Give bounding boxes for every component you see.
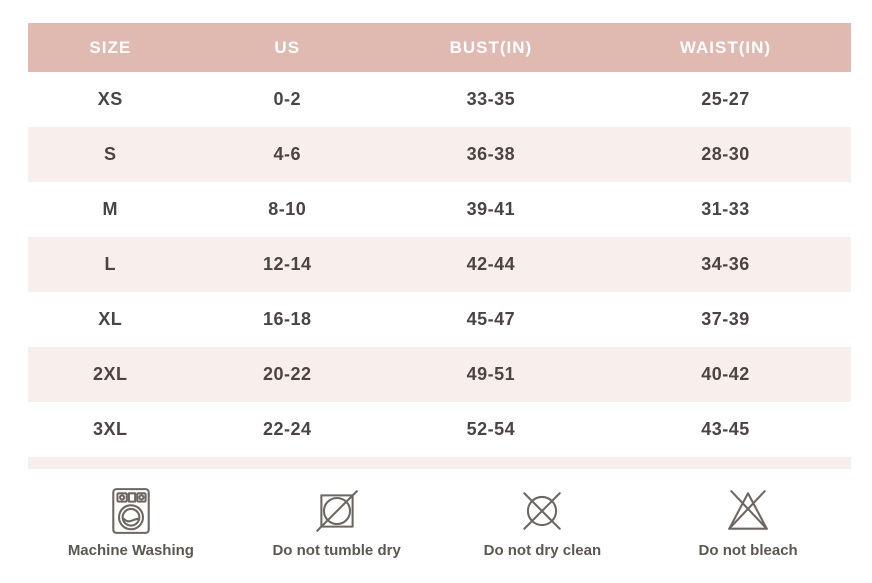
- table-cell: 25-27: [701, 89, 750, 109]
- table-cell: 43-45: [701, 419, 750, 439]
- table-cell: XS: [97, 89, 123, 109]
- table-cell: 2XL: [93, 364, 128, 384]
- table-row: 3XL 22-24 52-54 43-45: [28, 402, 851, 457]
- care-item: Do not tumble dry: [234, 486, 440, 559]
- do-not-tumble-dry-icon: [312, 486, 362, 536]
- care-label: Do not dry clean: [483, 542, 602, 559]
- table-cell: 49-51: [466, 364, 516, 384]
- table-cell: 33-35: [466, 89, 516, 109]
- table-cell: 36-38: [466, 144, 516, 164]
- table-cell: 42-44: [466, 254, 516, 274]
- table-cell: 20-22: [262, 364, 312, 384]
- table-cell: M: [102, 199, 119, 219]
- table-cell: 37-39: [701, 309, 750, 329]
- table-cell: S: [104, 144, 117, 164]
- table-cell: 0-2: [273, 89, 301, 109]
- table-row: L 12-14 42-44 34-36: [28, 237, 851, 292]
- table-header-row: SIZE US BUST(IN) WAIST(IN): [28, 23, 851, 72]
- table-cell: 28-30: [701, 144, 750, 164]
- care-label: Do not tumble dry: [272, 542, 401, 559]
- table-cell: 12-14: [262, 254, 312, 274]
- table-row: S 4-6 36-38 28-30: [28, 127, 851, 182]
- table-cell: 4-6: [273, 144, 301, 164]
- table-row: XL 16-18 45-47 37-39: [28, 292, 851, 347]
- care-item: Do not bleach: [645, 486, 851, 559]
- care-label: Machine Washing: [67, 542, 194, 559]
- column-header-bust: BUST(IN): [449, 37, 533, 57]
- table-cell: 34-36: [701, 254, 750, 274]
- machine-washing-icon: [106, 486, 156, 536]
- care-item: Do not dry clean: [440, 486, 646, 559]
- column-header-us: US: [274, 37, 301, 57]
- table-cell: 31-33: [701, 199, 750, 219]
- table-cell: 40-42: [701, 364, 750, 384]
- table-cell: 52-54: [466, 419, 516, 439]
- table-cell: 22-24: [262, 419, 312, 439]
- table-row: 2XL 20-22 49-51 40-42: [28, 347, 851, 402]
- table-cell: XL: [98, 309, 123, 329]
- care-item: Machine Washing: [28, 486, 234, 559]
- size-chart-table: SIZE US BUST(IN) WAIST(IN) XS 0-2 33-35 …: [28, 23, 851, 469]
- table-row: M 8-10 39-41 31-33: [28, 182, 851, 237]
- column-header-size: SIZE: [89, 37, 132, 57]
- table-cell: L: [104, 254, 117, 274]
- do-not-bleach-icon: [723, 486, 773, 536]
- care-label: Do not bleach: [698, 542, 798, 559]
- table-cell: 16-18: [262, 309, 312, 329]
- table-cell: 3XL: [93, 419, 128, 439]
- table-cell: 45-47: [466, 309, 516, 329]
- column-header-waist: WAIST(IN): [679, 37, 772, 57]
- table-row: XS 0-2 33-35 25-27: [28, 72, 851, 127]
- do-not-dry-clean-icon: [517, 486, 567, 536]
- care-instructions-row: Machine Washing Do not tumble dry Do not…: [28, 486, 851, 559]
- table-bottom-strip: [28, 457, 851, 469]
- table-cell: 8-10: [268, 199, 307, 219]
- table-cell: 39-41: [466, 199, 516, 219]
